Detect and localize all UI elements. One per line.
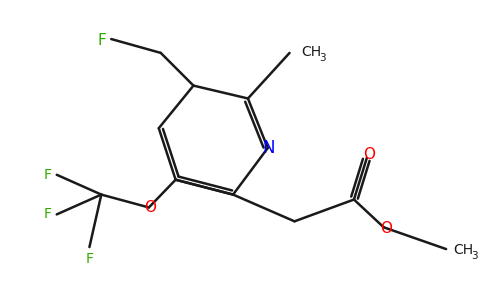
Text: CH: CH	[453, 243, 473, 257]
Text: CH: CH	[302, 45, 321, 59]
Text: O: O	[144, 200, 156, 215]
Text: F: F	[85, 252, 93, 266]
Text: N: N	[262, 139, 275, 157]
Text: F: F	[44, 168, 52, 182]
Text: O: O	[379, 221, 392, 236]
Text: 3: 3	[471, 251, 478, 261]
Text: F: F	[97, 32, 106, 47]
Text: O: O	[363, 148, 375, 163]
Text: 3: 3	[319, 53, 326, 63]
Text: F: F	[44, 207, 52, 221]
